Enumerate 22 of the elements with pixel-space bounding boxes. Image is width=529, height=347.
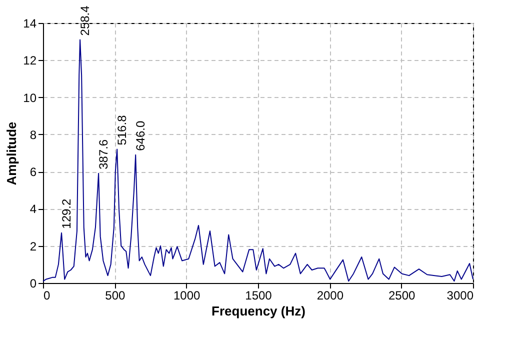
annotation: 258.4	[78, 5, 92, 36]
x-tick-label: 500	[105, 288, 126, 302]
annotation: 129.2	[60, 198, 74, 229]
annotation: 516.8	[115, 114, 130, 146]
x-axis-title: Frequency (Hz)	[212, 304, 306, 318]
y-tick-label: 10	[23, 90, 37, 105]
y-tick-label: 2	[30, 239, 37, 254]
y-tick-label: 4	[30, 202, 37, 216]
annotation: 646.0	[134, 120, 148, 151]
x-tick-label: 3000	[446, 288, 474, 302]
annotation: 387.6	[96, 139, 111, 170]
y-tick-label: 12	[23, 54, 37, 68]
y-tick-label: 6	[30, 165, 37, 180]
x-tick-label: 0	[44, 288, 50, 302]
x-tick-label: 1500	[245, 288, 272, 302]
y-tick-label: 8	[30, 128, 37, 142]
x-tick-label: 1000	[173, 288, 201, 302]
x-tick-label: 2500	[388, 288, 416, 302]
y-axis-title: Amplitude	[4, 122, 20, 186]
y-tick-label: 14	[23, 16, 37, 30]
x-tick-label: 2000	[316, 288, 344, 302]
y-tick-label: 0	[30, 276, 37, 290]
